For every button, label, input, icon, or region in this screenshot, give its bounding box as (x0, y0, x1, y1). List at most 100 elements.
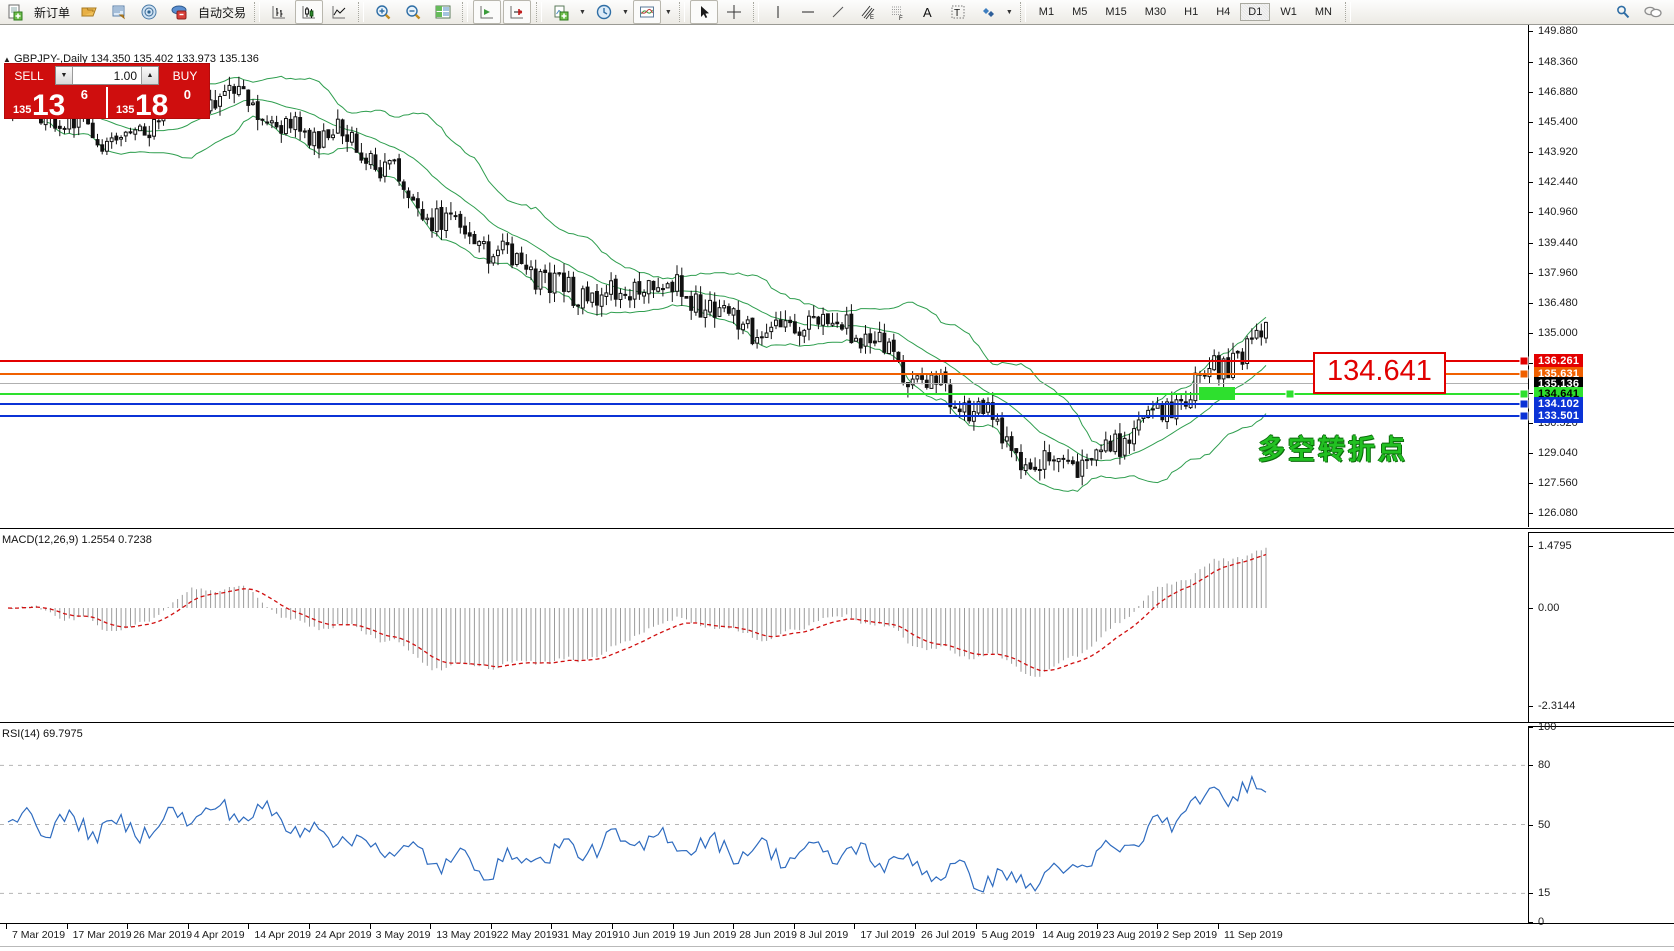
candle (1085, 453, 1089, 469)
templates-icon[interactable] (632, 0, 661, 24)
new-order-icon[interactable] (1, 0, 29, 24)
text-icon[interactable]: A (914, 0, 942, 24)
chat-icon[interactable] (1639, 0, 1667, 24)
chevron-down-icon[interactable]: ▼ (1005, 8, 1013, 16)
candle (835, 312, 840, 328)
volume-decrement-button[interactable]: ▼ (56, 67, 73, 84)
candle (302, 128, 307, 139)
timeframe-h4[interactable]: H4 (1216, 6, 1231, 18)
chevron-down-icon[interactable]: ▼ (579, 8, 586, 16)
shift-end-icon[interactable] (503, 0, 532, 24)
price-tag-133501[interactable]: 133.501 (1534, 409, 1584, 423)
timeframe-w1[interactable]: W1 (1280, 6, 1297, 18)
open-data-icon[interactable] (105, 0, 133, 24)
candle (628, 288, 632, 308)
chevron-down-icon[interactable]: ▼ (664, 8, 672, 16)
macd-axis-label: 1.4795 (1538, 539, 1572, 552)
chevron-down-icon[interactable]: ▼ (621, 8, 629, 16)
folder-icon[interactable] (75, 0, 103, 24)
timeframe-h1[interactable]: H1 (1184, 6, 1199, 18)
candle (1056, 458, 1061, 473)
price-tag-134102[interactable]: 134.102 (1534, 397, 1584, 411)
level-line-133501[interactable] (0, 415, 1528, 417)
equidistant-channel-icon[interactable]: E (854, 0, 882, 24)
rsi-pane[interactable] (0, 726, 1528, 923)
price-axis-tick (1528, 122, 1533, 124)
collapse-arrow-icon[interactable]: ▲ (3, 55, 11, 64)
zoom-in-icon[interactable] (369, 0, 397, 24)
bar-chart-icon[interactable] (265, 0, 293, 24)
timeframe-m5[interactable]: M5 (1072, 6, 1088, 18)
timeframe-m30[interactable]: M30 (1144, 6, 1167, 18)
timeframe-d1[interactable]: D1 (1240, 3, 1271, 21)
trendline-icon[interactable] (824, 0, 852, 24)
search-icon[interactable] (1609, 0, 1637, 24)
price-tag-136261[interactable]: 136.261 (1534, 354, 1584, 368)
indicators-icon[interactable] (547, 0, 575, 24)
chart-canvas[interactable]: 149.880 148.360 146.880 145.400 143.920 142.4… (0, 25, 1674, 951)
level-line-134102[interactable] (0, 403, 1528, 405)
signals-icon[interactable] (135, 0, 163, 24)
fibonacci-icon[interactable]: F (884, 0, 912, 24)
crosshair-icon[interactable] (720, 0, 748, 24)
volume-input[interactable]: 1.00 (113, 68, 137, 83)
level-handle[interactable] (1519, 399, 1529, 409)
auto-trading-label[interactable]: 自动交易 (198, 5, 247, 20)
candle (156, 119, 161, 130)
zoom-out-icon[interactable] (399, 0, 427, 24)
timeframe-m15[interactable]: M15 (1105, 6, 1127, 18)
time-axis-tick (1218, 923, 1219, 929)
new-order-label[interactable]: 新订单 (34, 5, 71, 20)
price-callout-label[interactable]: 134.641 (1313, 352, 1446, 394)
vline-icon[interactable] (764, 0, 792, 24)
line-chart-icon[interactable] (325, 0, 353, 24)
buy-button[interactable]: BUY (172, 68, 198, 83)
sell-button[interactable]: SELL (14, 68, 44, 83)
volume-increment-button[interactable]: ▲ (141, 67, 158, 84)
candle (712, 292, 717, 328)
price-pane[interactable] (0, 25, 1528, 527)
macd-axis[interactable]: 1.4795 0.00 -2.3144 (1528, 532, 1674, 724)
candle (510, 236, 515, 269)
price-axis-label: 137.960 (1538, 266, 1578, 279)
cursor-icon[interactable] (689, 0, 718, 24)
price-axis-label: 129.040 (1538, 447, 1578, 460)
ask-price[interactable]: 135 18 0 (108, 87, 209, 122)
candle (345, 124, 350, 152)
one-click-trading-panel[interactable]: SELL ▼ 1.00 ▲ BUY 135 13 6 135 18 0 (4, 63, 210, 122)
level-handle[interactable] (1519, 411, 1529, 421)
bid-price[interactable]: 135 13 6 (5, 87, 108, 122)
shapes-icon[interactable] (974, 0, 1002, 24)
text-label-icon[interactable]: T (944, 0, 972, 24)
candle (943, 366, 948, 392)
candle (604, 284, 609, 306)
time-axis[interactable]: 7 Mar 2019 17 Mar 2019 26 Mar 2019 4 Apr 20… (0, 923, 1528, 947)
price-axis-tick (1528, 453, 1533, 455)
hline-icon[interactable] (794, 0, 822, 24)
auto-trading-icon[interactable] (165, 0, 193, 24)
chart-annotation-text[interactable]: 多空转折点 (1258, 435, 1408, 465)
candle (1132, 420, 1136, 452)
price-axis-line (1528, 25, 1529, 527)
candle (1259, 323, 1264, 346)
level-line-135631[interactable] (0, 373, 1528, 375)
macd-pane[interactable] (0, 532, 1528, 724)
period-clock-icon[interactable] (590, 0, 618, 24)
candlestick-chart-icon[interactable] (295, 0, 324, 24)
level-handle[interactable] (1519, 389, 1529, 399)
volume-stepper[interactable]: ▼ 1.00 ▲ (55, 66, 159, 85)
candle (364, 153, 369, 171)
candle (321, 123, 326, 149)
level-line-136261[interactable] (0, 360, 1528, 362)
timeframe-m1[interactable]: M1 (1038, 6, 1055, 18)
level-line-135136[interactable] (0, 383, 1528, 384)
shift-start-icon[interactable] (473, 0, 502, 24)
level-handle[interactable] (1519, 369, 1529, 379)
level-line-134641[interactable] (0, 393, 1528, 395)
rsi-axis[interactable]: 100 80 50 15 0 (1528, 721, 1674, 928)
timeframe-mn[interactable]: MN (1314, 6, 1332, 18)
level-handle[interactable] (1519, 356, 1529, 366)
price-axis[interactable]: 149.880 148.360 146.880 145.400 143.920 142.4… (1528, 25, 1674, 527)
grid-windows-icon[interactable] (429, 0, 457, 24)
level-handle-left[interactable] (1285, 389, 1295, 399)
